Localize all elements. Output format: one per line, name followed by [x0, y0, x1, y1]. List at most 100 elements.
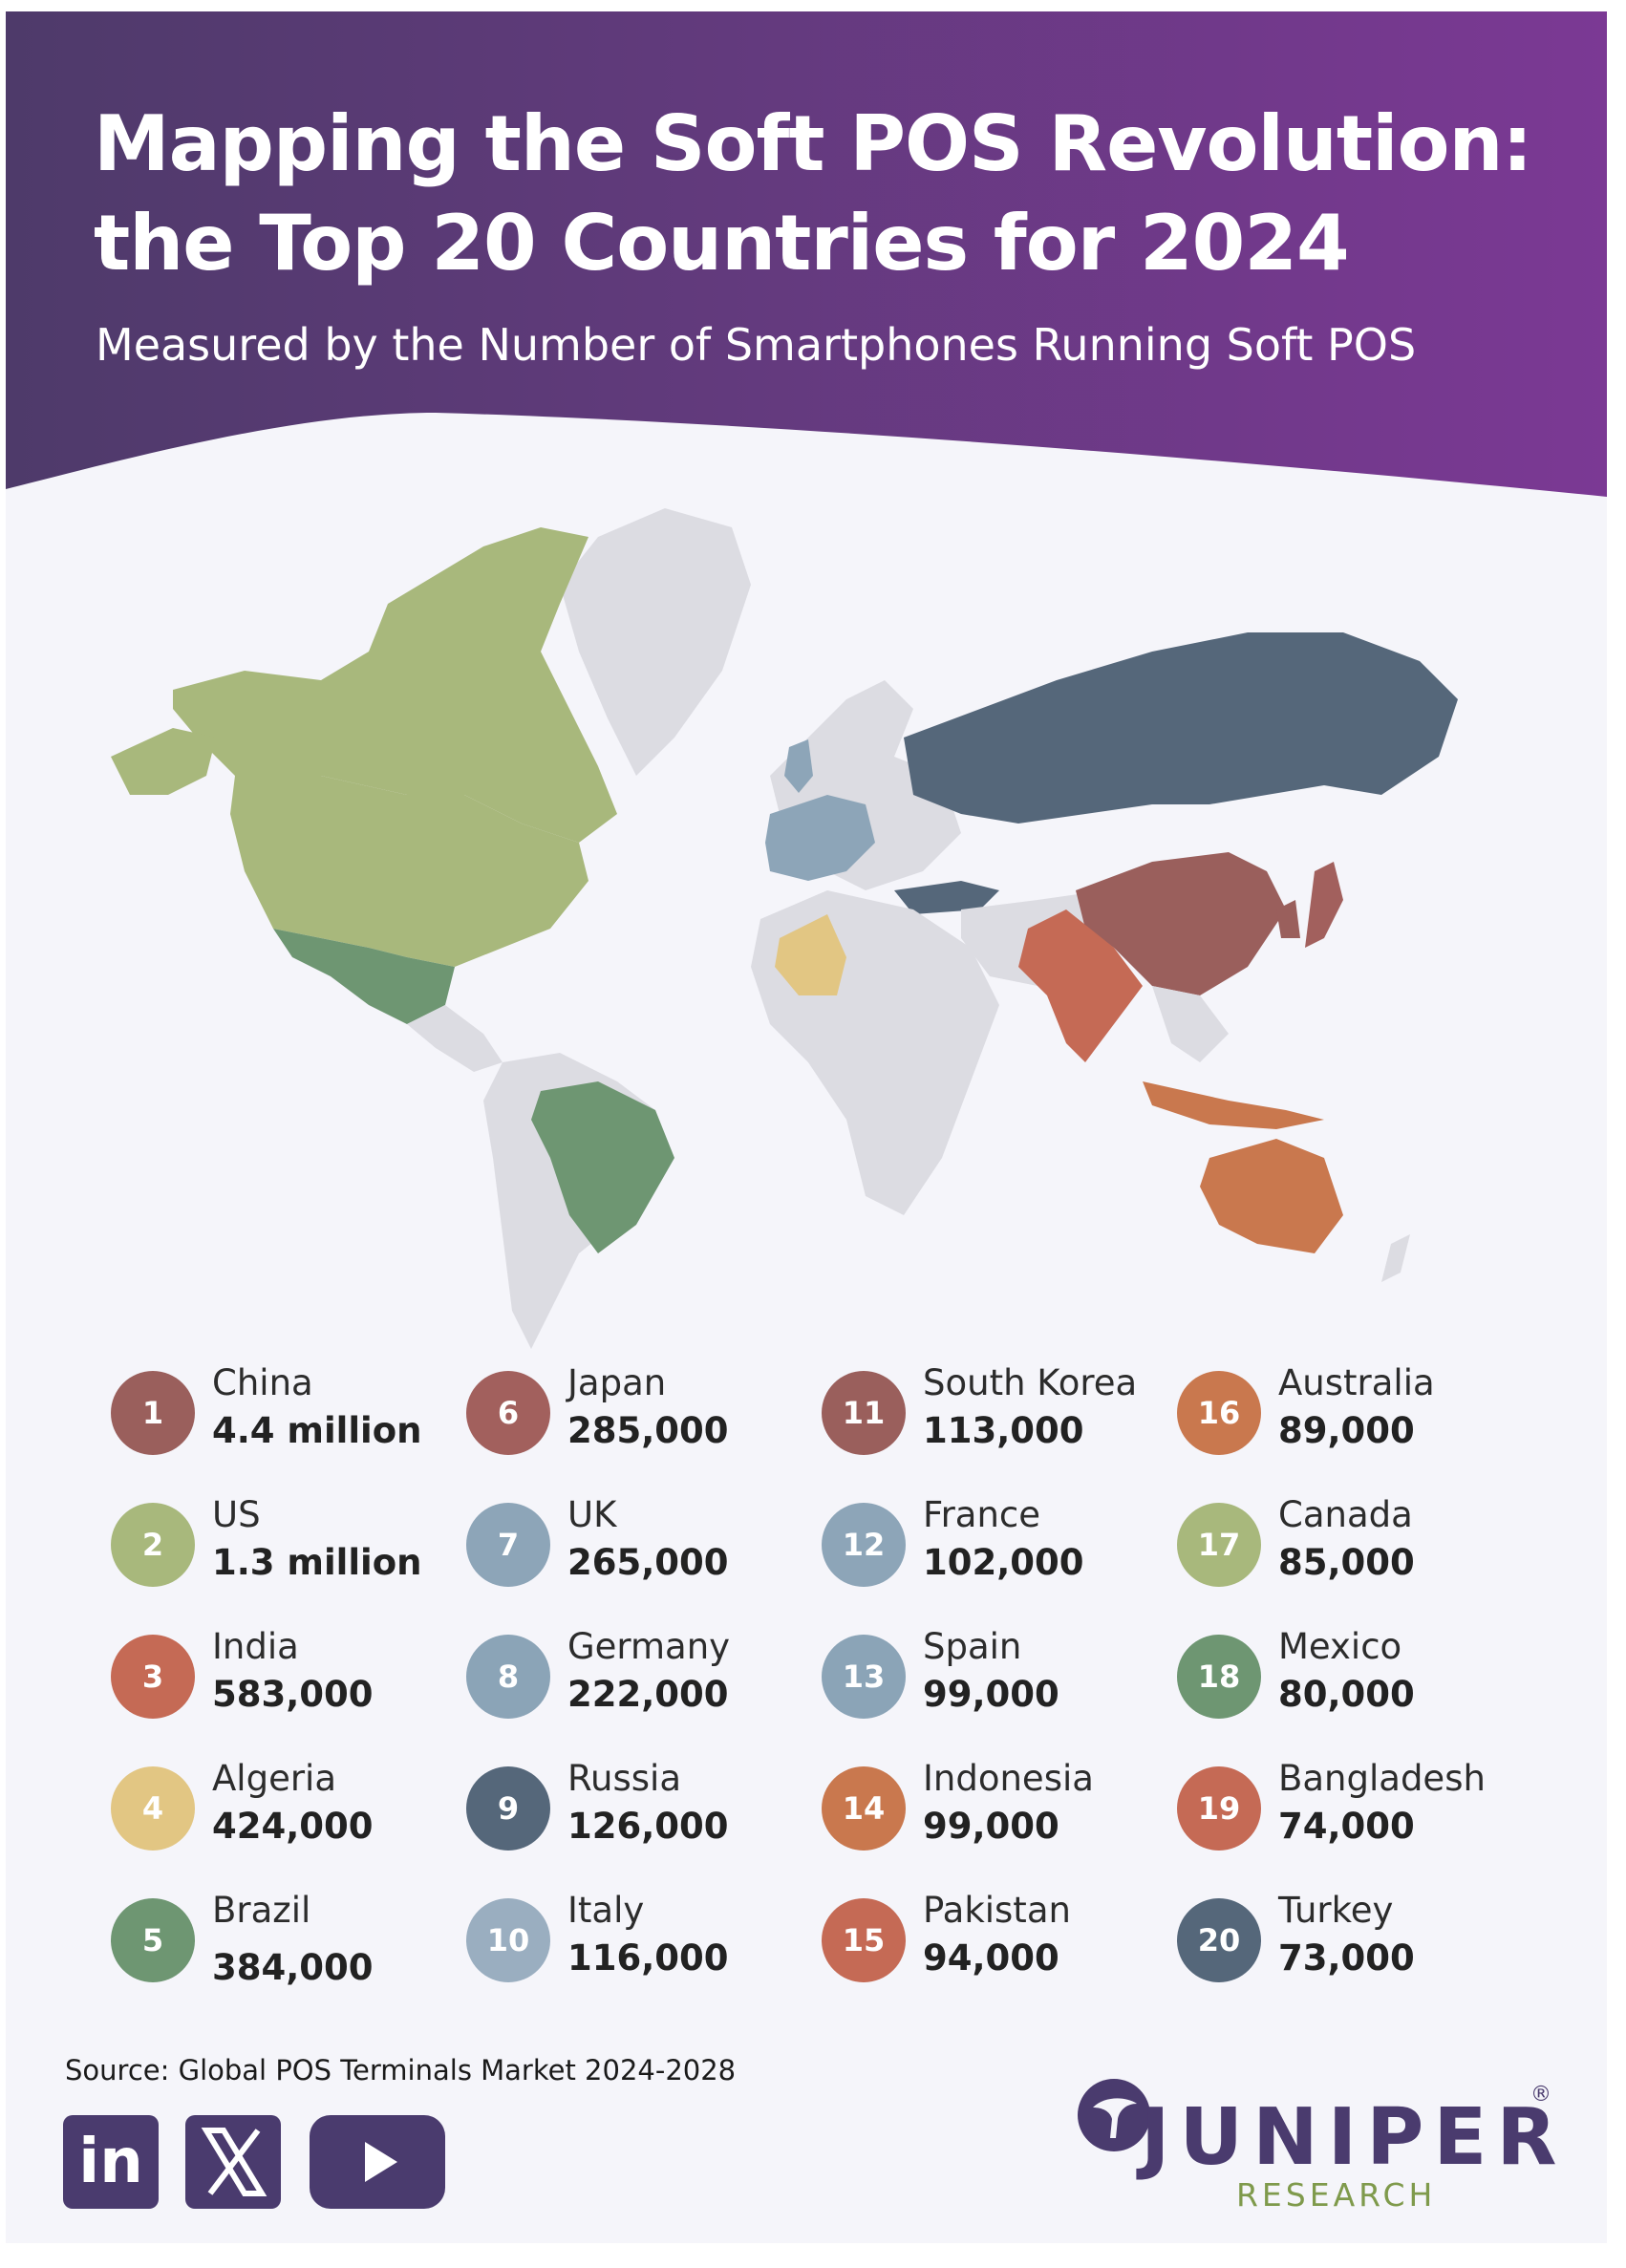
rank-badge: 18 [1177, 1635, 1261, 1719]
ranking-entry-15: 15 Pakistan 94,000 [822, 1888, 1185, 1993]
rank-badge: 15 [822, 1898, 906, 1982]
x-icon[interactable] [185, 2115, 281, 2209]
greenland-region [560, 508, 751, 776]
country-value: 74,000 [1278, 1806, 1415, 1847]
turkey-region [894, 881, 999, 914]
country-name: Russia [567, 1758, 682, 1799]
country-name: Germany [567, 1626, 731, 1667]
country-value: 424,000 [212, 1806, 374, 1847]
country-name: Mexico [1278, 1626, 1402, 1667]
ranking-entry-7: 7 UK 265,000 [466, 1492, 829, 1597]
alaska-region [111, 728, 216, 795]
page-title-line-1: Mapping the Soft POS Revolution: [94, 99, 1532, 188]
ranking-entry-9: 9 Russia 126,000 [466, 1756, 829, 1861]
rank-badge: 2 [111, 1503, 195, 1587]
country-name: Indonesia [923, 1758, 1094, 1799]
country-name: Spain [923, 1626, 1022, 1667]
country-name: South Korea [923, 1362, 1138, 1403]
country-name: Algeria [212, 1758, 337, 1799]
rank-badge: 12 [822, 1503, 906, 1587]
ranking-entry-5: 5 Brazil 384,000 [111, 1888, 474, 1993]
country-name: Japan [567, 1362, 667, 1403]
ranking-entry-16: 16 Australia 89,000 [1177, 1360, 1540, 1466]
country-name: Italy [567, 1890, 645, 1931]
rank-badge: 14 [822, 1766, 906, 1851]
central-america-region [407, 1005, 503, 1072]
header-banner [6, 11, 1607, 497]
country-name: Australia [1278, 1362, 1435, 1403]
australia-region [1200, 1139, 1343, 1253]
ranking-entry-11: 11 South Korea 113,000 [822, 1360, 1185, 1466]
ranking-entry-4: 4 Algeria 424,000 [111, 1756, 474, 1861]
rank-badge: 9 [466, 1766, 550, 1851]
country-name: India [212, 1626, 299, 1667]
country-name: Bangladesh [1278, 1758, 1486, 1799]
country-value: 583,000 [212, 1674, 374, 1715]
source-note: Source: Global POS Terminals Market 2024… [65, 2054, 737, 2086]
ranking-entry-3: 3 India 583,000 [111, 1624, 474, 1729]
rank-badge: 16 [1177, 1371, 1261, 1455]
algeria-region [775, 914, 846, 995]
country-value: 89,000 [1278, 1410, 1415, 1451]
ranking-entry-20: 20 Turkey 73,000 [1177, 1888, 1540, 1993]
country-value: 94,000 [923, 1937, 1059, 1979]
rank-badge: 10 [466, 1898, 550, 1982]
ranking-entry-1: 1 China 4.4 million [111, 1360, 474, 1466]
country-name: US [212, 1494, 261, 1535]
rank-badge: 8 [466, 1635, 550, 1719]
country-name: Canada [1278, 1494, 1413, 1535]
ranking-entry-13: 13 Spain 99,000 [822, 1624, 1185, 1729]
country-value: 99,000 [923, 1806, 1059, 1847]
ranking-entry-19: 19 Bangladesh 74,000 [1177, 1756, 1540, 1861]
world-map [111, 508, 1458, 1349]
mexico-region [273, 929, 455, 1024]
ranking-entry-10: 10 Italy 116,000 [466, 1888, 829, 1993]
us-region [230, 776, 588, 967]
country-name: UK [567, 1494, 617, 1535]
ranking-entry-6: 6 Japan 285,000 [466, 1360, 829, 1466]
infographic-card: Mapping the Soft POS Revolution: the Top… [6, 11, 1607, 2243]
youtube-icon[interactable] [310, 2115, 445, 2209]
country-value: 116,000 [567, 1937, 729, 1979]
registered-mark: ® [1530, 2083, 1551, 2107]
country-value: 73,000 [1278, 1937, 1415, 1979]
china-region [1076, 852, 1286, 995]
country-value: 113,000 [923, 1410, 1084, 1451]
page-subtitle: Measured by the Number of Smartphones Ru… [96, 319, 1417, 371]
play-icon [365, 2142, 397, 2182]
brand-name: JUNIPER [1141, 2092, 1567, 2183]
rank-badge: 19 [1177, 1766, 1261, 1851]
russia-region [904, 632, 1458, 824]
rank-badge: 6 [466, 1371, 550, 1455]
country-value: 285,000 [567, 1410, 729, 1451]
rank-badge: 11 [822, 1371, 906, 1455]
linkedin-icon[interactable]: in [63, 2115, 159, 2209]
country-value: 126,000 [567, 1806, 729, 1847]
south-asia-region [1018, 909, 1143, 1062]
ranking-entry-8: 8 Germany 222,000 [466, 1624, 829, 1729]
ranking-entry-18: 18 Mexico 80,000 [1177, 1624, 1540, 1729]
korea-region [1276, 900, 1300, 938]
country-value: 99,000 [923, 1674, 1059, 1715]
country-value: 4.4 million [212, 1410, 422, 1451]
ranking-entry-17: 17 Canada 85,000 [1177, 1492, 1540, 1597]
country-name: Turkey [1278, 1890, 1394, 1931]
country-name: China [212, 1362, 313, 1403]
country-value: 85,000 [1278, 1542, 1415, 1583]
x-icon-glyph [201, 2128, 267, 2196]
western-europe-region [765, 795, 875, 881]
rank-badge: 7 [466, 1503, 550, 1587]
country-name: Pakistan [923, 1890, 1071, 1931]
brand-subtitle: RESEARCH [1236, 2176, 1437, 2214]
country-value: 102,000 [923, 1542, 1084, 1583]
new-zealand-region [1381, 1234, 1410, 1282]
country-value: 80,000 [1278, 1674, 1415, 1715]
ranking-entry-2: 2 US 1.3 million [111, 1492, 474, 1597]
rank-badge: 4 [111, 1766, 195, 1851]
rank-badge: 5 [111, 1898, 195, 1982]
juniper-logo-icon [1078, 2079, 1150, 2151]
rank-badge: 17 [1177, 1503, 1261, 1587]
country-value: 384,000 [212, 1947, 374, 1988]
rank-badge: 3 [111, 1635, 195, 1719]
